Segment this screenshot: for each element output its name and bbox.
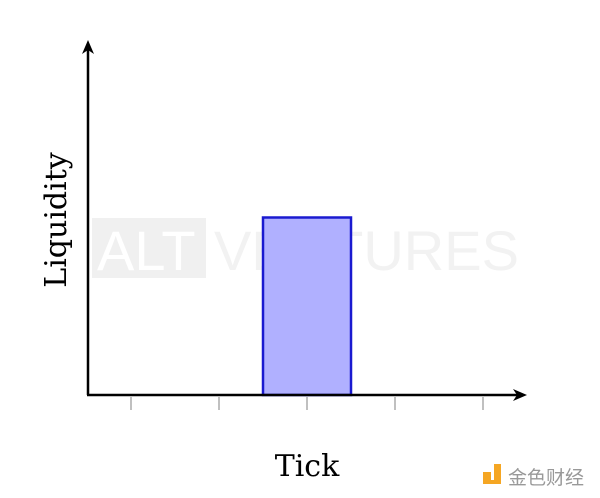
x-axis-arrow-icon bbox=[513, 389, 527, 401]
logo-icon bbox=[483, 472, 491, 480]
y-axis-arrow-icon bbox=[82, 40, 94, 54]
logo-text: 金色财经 bbox=[508, 467, 584, 489]
y-axis-label: Liquidity bbox=[39, 152, 74, 287]
watermark-left: ALT bbox=[97, 219, 196, 282]
x-ticks bbox=[130, 397, 484, 410]
logo: 金色财经 bbox=[483, 464, 584, 489]
x-axis-label: Tick bbox=[275, 449, 340, 484]
liquidity-bar bbox=[261, 216, 353, 397]
watermark-right: VENTURES bbox=[214, 219, 519, 282]
watermark-box bbox=[92, 218, 206, 278]
